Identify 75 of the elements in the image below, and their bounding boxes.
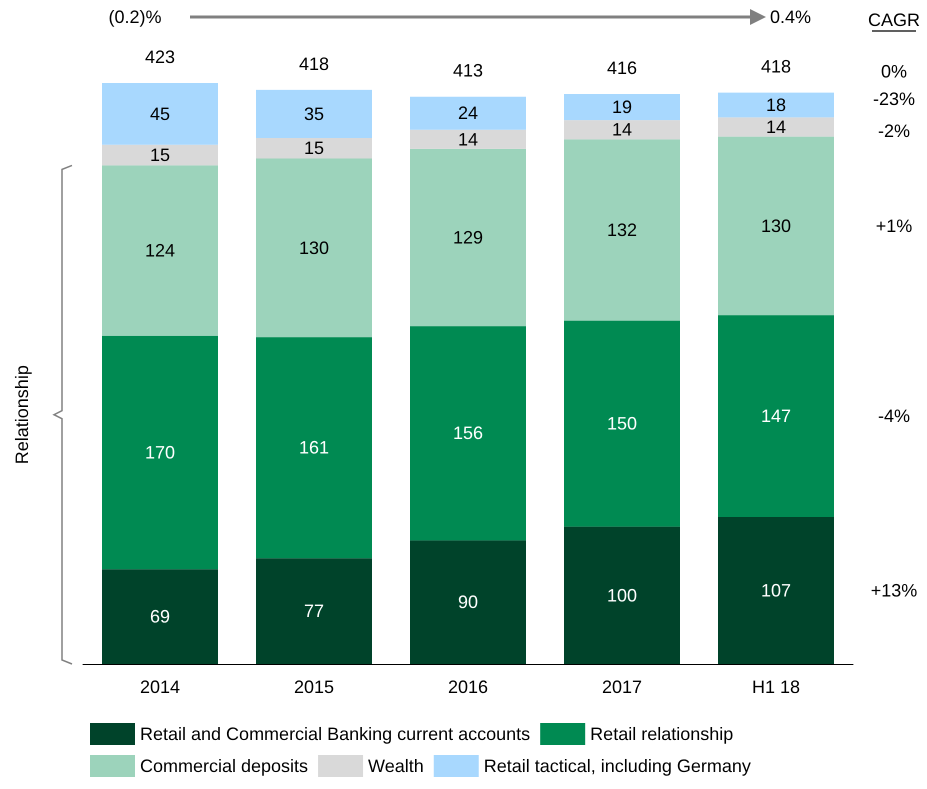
bar — [410, 130, 526, 149]
bar — [256, 138, 372, 159]
data-label: 170 — [144, 442, 176, 462]
bar — [256, 337, 372, 558]
bar — [256, 558, 372, 664]
data-label: 147 — [760, 406, 792, 426]
bar — [410, 96, 526, 130]
total-label: 418 — [298, 54, 330, 74]
legend-label: Wealth — [368, 756, 424, 776]
bar — [718, 117, 834, 137]
data-label: 150 — [606, 414, 638, 434]
text: (0.2)% — [108, 7, 162, 27]
text: 0% — [880, 62, 908, 82]
bar — [410, 148, 526, 326]
bar — [718, 517, 834, 664]
bar — [256, 158, 372, 338]
bar — [410, 326, 526, 540]
bar — [564, 120, 680, 140]
data-label: 156 — [452, 423, 484, 444]
data-label: 45 — [150, 104, 170, 124]
bar — [564, 320, 680, 527]
data-label: 130 — [298, 238, 330, 258]
data-label: 18 — [766, 94, 786, 115]
bar — [410, 540, 526, 664]
bar — [256, 90, 372, 138]
x-tick-label: 2015 — [294, 677, 334, 697]
bar — [102, 83, 218, 145]
legend-label: Retail and Commercial Banking current accounts — [140, 724, 530, 744]
bar — [102, 336, 218, 570]
data-label: 69 — [150, 606, 170, 627]
total-label: 423 — [144, 47, 176, 67]
data-label: 107 — [760, 580, 792, 601]
data-label: 14 — [612, 120, 632, 140]
legend-label: Commercial deposits — [140, 756, 308, 776]
data-label: 161 — [298, 438, 330, 458]
data-label: 35 — [304, 104, 324, 124]
text: +13% — [870, 580, 918, 601]
data-label: 14 — [458, 129, 478, 150]
x-tick-label: 2016 — [448, 677, 488, 697]
text: -23% — [872, 88, 916, 109]
bar — [718, 92, 834, 118]
legend-label: Retail tactical, including Germany — [484, 756, 751, 776]
data-label: 130 — [760, 216, 792, 236]
data-label: 77 — [304, 601, 324, 622]
data-label: 15 — [150, 145, 170, 166]
bar — [564, 94, 680, 120]
x-tick-label: H1 18 — [752, 677, 800, 697]
total-label: 418 — [760, 56, 792, 77]
total-label: 413 — [452, 60, 484, 81]
bar — [102, 569, 218, 664]
bar — [564, 526, 680, 664]
bar — [718, 136, 834, 316]
data-label: 129 — [452, 228, 484, 248]
data-label: 14 — [766, 116, 786, 137]
text: -4% — [878, 406, 910, 426]
text: CAGR — [868, 10, 920, 30]
data-label: 19 — [612, 97, 632, 118]
text: 0.4% — [770, 7, 812, 27]
bar — [718, 315, 834, 518]
data-label: 100 — [606, 585, 638, 606]
bar — [102, 144, 218, 166]
legend-label: Retail relationship — [590, 724, 734, 744]
data-label: 90 — [458, 592, 478, 612]
text: -2% — [878, 120, 910, 141]
data-label: 24 — [458, 103, 478, 124]
total-label: 416 — [606, 58, 638, 78]
text: +1% — [876, 216, 912, 236]
data-label: 124 — [144, 240, 176, 261]
data-label: 132 — [606, 220, 638, 240]
bar — [564, 139, 680, 321]
y-axis-title: Relationship — [12, 365, 32, 464]
x-tick-label: 2014 — [140, 677, 180, 697]
bar — [102, 165, 218, 336]
data-label: 15 — [304, 138, 324, 158]
x-tick-label: 2017 — [602, 677, 642, 697]
